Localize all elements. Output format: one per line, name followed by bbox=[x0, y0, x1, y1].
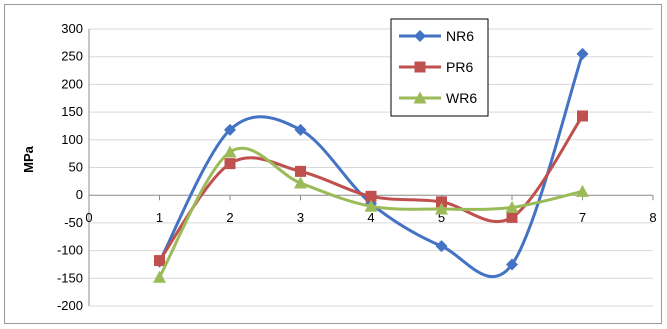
x-tick-label: 5 bbox=[438, 210, 445, 225]
y-tick-label: 200 bbox=[61, 76, 83, 91]
y-tick-label: 0 bbox=[76, 187, 83, 202]
series-line-nr6 bbox=[158, 53, 584, 279]
data-point-wr6 bbox=[294, 176, 307, 189]
data-point-wr6 bbox=[505, 200, 519, 213]
series-group bbox=[153, 47, 589, 283]
x-tick-label: 3 bbox=[297, 210, 304, 225]
gridlines bbox=[89, 28, 653, 307]
data-point-pr6 bbox=[224, 158, 236, 170]
y-tick-label: -100 bbox=[57, 243, 83, 258]
series-pr6 bbox=[154, 110, 588, 267]
data-point-nr6 bbox=[576, 47, 589, 60]
data-point-pr6 bbox=[436, 196, 447, 208]
y-tick-label: 250 bbox=[61, 49, 83, 64]
data-point-wr6 bbox=[223, 145, 237, 158]
data-point-wr6 bbox=[576, 184, 589, 197]
legend-marker-pr6 bbox=[414, 61, 426, 73]
y-axis-label: MPa bbox=[21, 145, 36, 173]
y-tick-labels: 300 250 200 150 100 50 0 -50 -100 -150 -200 bbox=[57, 21, 83, 313]
data-point-pr6 bbox=[506, 211, 518, 223]
x-tick-label: 8 bbox=[649, 210, 656, 225]
data-point-wr6 bbox=[364, 199, 378, 212]
data-point-nr6 bbox=[435, 240, 448, 253]
data-point-wr6 bbox=[435, 202, 448, 215]
y-tick-label: -150 bbox=[57, 270, 83, 285]
data-point-nr6 bbox=[294, 123, 307, 136]
legend-marker-nr6 bbox=[414, 30, 426, 42]
legend: NR6 PR6 WR6 bbox=[390, 18, 489, 117]
legend-item-wr6: WR6 bbox=[399, 90, 477, 106]
x-tick-label: 7 bbox=[579, 210, 586, 225]
y-tick-label: 300 bbox=[61, 21, 83, 36]
x-tick-label: 1 bbox=[156, 210, 163, 225]
data-point-pr6 bbox=[295, 165, 306, 177]
data-point-nr6 bbox=[506, 258, 518, 271]
legend-marker-wr6 bbox=[413, 91, 427, 104]
legend-label-nr6: NR6 bbox=[446, 28, 474, 44]
y-tick-label: -50 bbox=[64, 215, 83, 230]
x-tick-label: 4 bbox=[367, 210, 374, 225]
data-point-nr6 bbox=[224, 123, 236, 136]
legend-label-pr6: PR6 bbox=[446, 59, 473, 75]
data-point-wr6 bbox=[153, 270, 166, 283]
data-point-pr6 bbox=[577, 110, 588, 122]
y-tick-label: 50 bbox=[69, 160, 83, 175]
y-tick-label: 100 bbox=[61, 132, 83, 147]
legend-label-wr6: WR6 bbox=[446, 90, 477, 106]
legend-item-nr6: NR6 bbox=[399, 28, 474, 44]
data-point-pr6 bbox=[365, 190, 377, 202]
x-tick-label: 2 bbox=[226, 210, 233, 225]
legend-item-pr6: PR6 bbox=[399, 59, 473, 75]
data-point-pr6 bbox=[154, 255, 165, 267]
y-tick-label: -200 bbox=[57, 298, 83, 313]
y-tick-label: 150 bbox=[61, 104, 83, 119]
x-tick-label: 0 bbox=[85, 210, 92, 225]
series-wr6 bbox=[153, 145, 589, 283]
